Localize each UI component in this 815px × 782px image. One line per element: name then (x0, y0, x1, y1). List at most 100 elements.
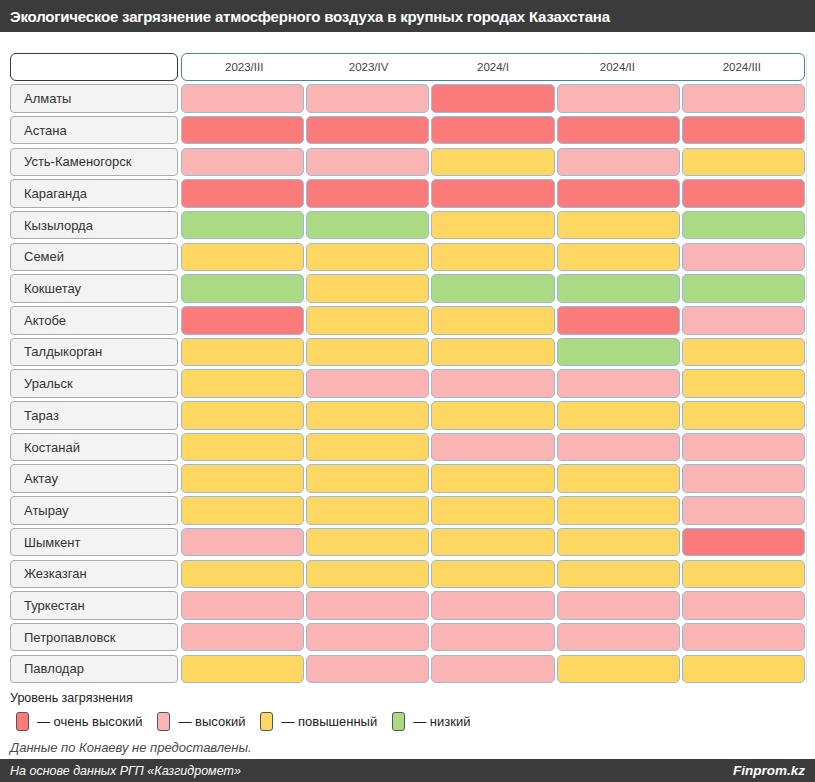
city-label: Талдыкорган (10, 338, 178, 367)
city-label: Жезказган (10, 560, 178, 589)
heatmap-row (181, 560, 805, 589)
heatmap-cell-elevated (682, 401, 805, 430)
heatmap-cell-elevated (306, 496, 429, 525)
heatmap-cell-elevated (431, 243, 554, 272)
heatmap-cell-elevated (306, 274, 429, 303)
heatmap-cell-elevated (431, 401, 554, 430)
heatmap-cell-elevated (181, 369, 304, 398)
heatmap-cell-elevated (557, 243, 680, 272)
quarter-header-row: 2023/III2023/IV2024/I2024/II2024/III (181, 53, 805, 81)
legend-label: — низкий (413, 714, 470, 729)
heatmap-cell-very_high (682, 179, 805, 208)
heatmap-cell-high (306, 655, 429, 684)
heatmap-cell-elevated (306, 243, 429, 272)
legend-item-very_high: — очень высокий (16, 712, 142, 731)
heatmap-cell-elevated (306, 338, 429, 367)
heatmap-cell-low (181, 211, 304, 240)
heatmap-cell-elevated (306, 464, 429, 493)
legend-label: — высокий (178, 714, 245, 729)
heatmap-cell-low (181, 274, 304, 303)
heatmap-cell-high (306, 84, 429, 113)
heatmap-cell-very_high (682, 528, 805, 557)
column-header: 2023/IV (306, 61, 430, 73)
heatmap-cell-elevated (431, 148, 554, 177)
legend-title: Уровень загрязнения (10, 691, 815, 705)
heatmap-cell-elevated (682, 148, 805, 177)
heatmap-cell-elevated (181, 401, 304, 430)
heatmap-cell-high (682, 84, 805, 113)
heatmap-row (181, 464, 805, 493)
city-label: Шымкент (10, 528, 178, 557)
heatmap-cell-elevated (557, 560, 680, 589)
heatmap-cell-low (306, 211, 429, 240)
heatmap-cell-elevated (181, 433, 304, 462)
heatmap-cell-high (181, 528, 304, 557)
heatmap-cell-low (557, 338, 680, 367)
heatmap-cell-elevated (306, 306, 429, 335)
heatmap-row (181, 116, 805, 145)
heatmap-cell-very_high (557, 306, 680, 335)
legend-swatch-low (392, 712, 405, 731)
heatmap-cell-elevated (557, 211, 680, 240)
heatmap-grid: 2023/III2023/IV2024/I2024/II2024/III (181, 53, 805, 683)
heatmap-cell-very_high (306, 116, 429, 145)
heatmap-row (181, 274, 805, 303)
heatmap-cell-very_high (682, 116, 805, 145)
legend-swatch-elevated (260, 712, 273, 731)
heatmap-cell-elevated (557, 528, 680, 557)
column-header: 2023/III (182, 61, 306, 73)
heatmap-cell-elevated (306, 560, 429, 589)
city-label: Туркестан (10, 591, 178, 620)
heatmap-row (181, 401, 805, 430)
heatmap-cell-high (557, 591, 680, 620)
city-label: Кокшетау (10, 274, 178, 303)
heatmap-row (181, 338, 805, 367)
city-label: Усть-Каменогорск (10, 148, 178, 177)
heatmap-cell-very_high (181, 179, 304, 208)
heatmap-cell-high (431, 369, 554, 398)
heatmap-cell-high (682, 433, 805, 462)
heatmap-cell-elevated (181, 338, 304, 367)
heatmap-cell-elevated (306, 401, 429, 430)
heatmap-cell-high (682, 243, 805, 272)
city-label: Павлодар (10, 655, 178, 684)
heatmap-cell-high (431, 655, 554, 684)
heatmap-row (181, 655, 805, 684)
city-label: Астана (10, 116, 178, 145)
heatmap-cell-elevated (431, 338, 554, 367)
legend-label: — очень высокий (37, 714, 142, 729)
heatmap-cell-low (431, 274, 554, 303)
heatmap-cell-very_high (557, 116, 680, 145)
heatmap-cell-elevated (431, 306, 554, 335)
heatmap-cell-elevated (431, 464, 554, 493)
heatmap-cell-high (306, 591, 429, 620)
legend-label: — повышенный (281, 714, 377, 729)
heatmap-row (181, 433, 805, 462)
right-edge-divider (806, 55, 807, 683)
city-label: Атырау (10, 496, 178, 525)
heatmap-cell-elevated (557, 655, 680, 684)
heatmap-row (181, 528, 805, 557)
heatmap-row (181, 211, 805, 240)
heatmap-cell-high (181, 623, 304, 652)
heatmap-row (181, 306, 805, 335)
heatmap-cell-high (557, 623, 680, 652)
heatmap-cell-elevated (181, 560, 304, 589)
heatmap-cell-elevated (431, 496, 554, 525)
page-title: Экологическое загрязнение атмосферного в… (10, 8, 610, 25)
heatmap-cell-very_high (431, 179, 554, 208)
heatmap-row (181, 179, 805, 208)
heatmap-cell-high (306, 623, 429, 652)
heatmap-cell-high (557, 433, 680, 462)
heatmap-cell-high (682, 623, 805, 652)
city-label: Караганда (10, 179, 178, 208)
heatmap-cell-high (682, 464, 805, 493)
heatmap-cell-elevated (682, 369, 805, 398)
heatmap-cell-high (682, 306, 805, 335)
heatmap-cell-elevated (682, 560, 805, 589)
note-text: Данные по Конаеву не предоставлены. (10, 740, 815, 755)
heatmap-cell-elevated (682, 338, 805, 367)
footer-brand: Finprom.kz (733, 763, 805, 778)
legend-swatch-high (157, 712, 170, 731)
city-label: Актобе (10, 306, 178, 335)
